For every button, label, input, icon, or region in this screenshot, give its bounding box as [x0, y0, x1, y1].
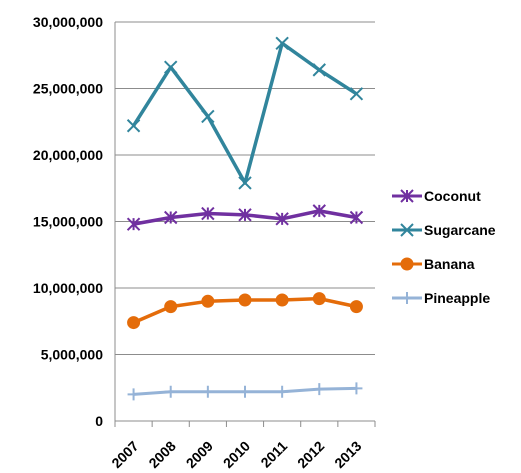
x-tick-label: 2011: [257, 438, 290, 471]
legend-item-banana: Banana: [392, 256, 475, 272]
data-point-sugarcane: [201, 109, 215, 124]
data-point-banana: [275, 293, 289, 307]
data-point-coconut: [201, 206, 215, 221]
y-tick-label: 20,000,000: [33, 147, 103, 163]
data-point-pineapple: [350, 382, 363, 395]
data-point-banana: [312, 292, 326, 306]
data-point-pineapple: [127, 388, 140, 401]
y-tick-label: 30,000,000: [33, 14, 103, 30]
data-point-coconut: [349, 210, 364, 225]
data-point-sugarcane: [238, 176, 252, 190]
legend-label-banana: Banana: [424, 256, 475, 272]
data-point-banana: [349, 300, 363, 314]
series-sugarcane: [126, 36, 364, 190]
x-tick-label: 2012: [294, 438, 327, 471]
series-group: [126, 36, 364, 401]
data-point-pineapple: [276, 385, 289, 398]
data-point-pineapple: [164, 385, 177, 398]
x-tick-label: 2013: [331, 438, 364, 471]
legend-marker-pineapple: [401, 292, 413, 304]
series-coconut: [126, 204, 364, 231]
legend-item-pineapple: Pineapple: [392, 290, 490, 306]
x-tick-label: 2009: [183, 438, 216, 471]
legend-label-pineapple: Pineapple: [424, 290, 490, 306]
legend-item-coconut: Coconut: [392, 188, 481, 204]
y-tick-label: 5,000,000: [41, 347, 103, 363]
legend-item-sugarcane: Sugarcane: [392, 222, 496, 238]
x-tick-label: 2008: [145, 438, 178, 471]
x-tick-label: 2010: [220, 438, 253, 471]
data-point-pineapple: [239, 385, 251, 398]
x-tick-label: 2007: [108, 438, 141, 471]
series-pineapple: [127, 382, 363, 401]
data-point-coconut: [164, 210, 178, 225]
data-point-sugarcane: [349, 87, 364, 101]
data-point-banana: [164, 300, 178, 314]
data-point-banana: [238, 293, 252, 307]
data-point-coconut: [275, 212, 289, 226]
legend: Coconut Sugarcane Banana Pineapple: [392, 188, 496, 306]
legend-marker-sugarcane: [400, 223, 414, 237]
axes: [114, 22, 375, 422]
y-tick-label: 25,000,000: [33, 81, 103, 97]
data-point-coconut: [238, 208, 252, 222]
data-point-coconut: [312, 204, 326, 218]
data-point-pineapple: [313, 383, 326, 396]
x-axis-ticks: 2007 2008 2009 2010 2011 2012 2013: [108, 421, 376, 471]
legend-label-coconut: Coconut: [424, 188, 481, 204]
data-point-coconut: [126, 217, 141, 231]
data-point-sugarcane: [275, 36, 289, 50]
y-tick-label: 0: [95, 413, 103, 429]
data-point-sugarcane: [164, 60, 178, 74]
data-point-banana: [201, 294, 215, 308]
data-point-sugarcane: [312, 63, 326, 77]
legend-label-sugarcane: Sugarcane: [424, 222, 496, 238]
data-point-pineapple: [201, 385, 214, 398]
y-axis-ticks: 0 5,000,000 10,000,000 15,000,000 20,000,000…: [33, 14, 103, 429]
data-point-banana: [127, 316, 141, 330]
series-banana: [127, 292, 363, 330]
y-tick-label: 10,000,000: [33, 280, 103, 296]
legend-marker-coconut: [400, 189, 414, 203]
legend-marker-banana: [400, 257, 414, 271]
data-point-sugarcane: [126, 119, 141, 133]
y-tick-label: 15,000,000: [33, 214, 103, 230]
